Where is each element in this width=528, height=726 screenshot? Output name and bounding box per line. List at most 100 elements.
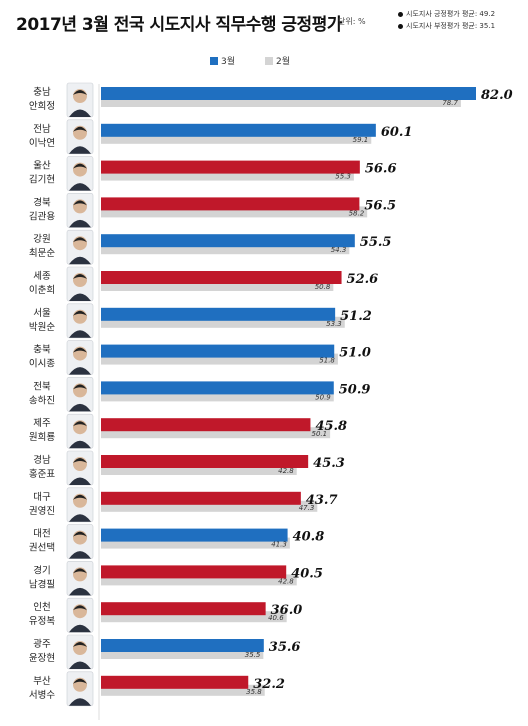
march-value-label: 82.0 xyxy=(481,88,513,103)
bar-feb xyxy=(101,648,264,659)
avg-positive: 시도지사 긍정평가 평균: 49.2 xyxy=(406,10,496,18)
feb-value-label: 58.2 xyxy=(349,209,365,217)
governor-name-label: 안희정 xyxy=(29,101,55,112)
avatar-hair xyxy=(73,274,87,279)
feb-value-label: 53.3 xyxy=(326,320,342,328)
feb-value-label: 50.1 xyxy=(312,430,328,438)
feb-value-label: 42.8 xyxy=(278,467,294,475)
region-label: 세종 xyxy=(33,271,51,282)
bar-feb xyxy=(101,243,350,255)
legend-item-march: 3월 xyxy=(210,54,235,67)
bar-march xyxy=(101,160,360,174)
legend-swatch-march xyxy=(210,56,218,65)
feb-value-label: 78.7 xyxy=(442,99,458,107)
governor-name-label: 김기현 xyxy=(29,174,55,186)
legend-swatch-feb xyxy=(265,56,274,65)
feb-value-label: 47.3 xyxy=(299,504,315,512)
governor-name-label: 이춘희 xyxy=(29,285,55,296)
march-value-label: 56.6 xyxy=(365,162,397,177)
bar-feb xyxy=(101,353,338,365)
avatar-body xyxy=(69,146,91,154)
bar-feb xyxy=(101,169,354,181)
region-label: 대전 xyxy=(33,529,50,540)
avatar-body xyxy=(69,183,91,191)
governor-name-label: 서병수 xyxy=(29,690,55,701)
bar-march xyxy=(101,271,342,284)
avatar-body xyxy=(69,551,91,559)
avatar-body xyxy=(69,514,91,522)
bar-march xyxy=(101,455,309,468)
feb-value-label: 35.5 xyxy=(245,651,261,659)
feb-value-label: 41.3 xyxy=(271,541,287,549)
bar-march xyxy=(101,87,476,100)
avatar-body xyxy=(69,661,91,669)
governor-name-label: 이낙연 xyxy=(29,138,55,149)
governor-name-label: 송하진 xyxy=(29,394,55,406)
bar-feb xyxy=(101,96,461,107)
march-value-label: 45.8 xyxy=(315,419,347,434)
avatar-hair xyxy=(73,605,87,611)
unit-label: 단위: % xyxy=(338,17,366,26)
governor-name-label: 김관용 xyxy=(29,210,55,222)
bar-march xyxy=(101,307,336,321)
region-label: 광주 xyxy=(33,638,51,650)
avatar-hair xyxy=(73,126,87,132)
avatar-hair xyxy=(73,642,87,647)
avatar-hair xyxy=(73,678,87,684)
march-value-label: 43.7 xyxy=(306,493,338,508)
governor-name-label: 윤장현 xyxy=(29,653,55,664)
legend-item-feb: 2월 xyxy=(265,54,290,67)
chart-legend: 3월 2월 xyxy=(210,54,320,67)
legend-label-march: 3월 xyxy=(221,57,236,67)
avatar-hair xyxy=(73,458,87,463)
governor-name-label: 남경필 xyxy=(29,578,55,590)
avatar-body xyxy=(69,256,91,265)
march-value-label: 40.5 xyxy=(291,566,323,581)
avatar-hair xyxy=(73,421,87,427)
region-label: 전북 xyxy=(33,381,51,392)
march-value-label: 50.9 xyxy=(339,382,371,397)
avatar-body xyxy=(69,587,91,596)
bar-feb xyxy=(101,132,372,144)
march-value-label: 36.0 xyxy=(271,603,303,618)
governor-name-label: 최문순 xyxy=(29,248,55,259)
region-label: 서울 xyxy=(33,308,51,319)
bar-feb xyxy=(101,537,290,549)
feb-value-label: 59.1 xyxy=(353,136,369,144)
bar-feb xyxy=(101,574,297,586)
bullet-icon xyxy=(398,23,403,29)
region-label: 충남 xyxy=(33,87,51,98)
bar-march xyxy=(101,197,360,211)
feb-value-label: 40.6 xyxy=(268,614,284,622)
bar-march xyxy=(101,344,335,358)
march-value-label: 52.6 xyxy=(347,272,379,287)
bar-march xyxy=(101,528,288,542)
bar-feb xyxy=(101,611,287,623)
avatar-body xyxy=(69,624,91,633)
bar-march xyxy=(101,123,376,137)
avatar-hair xyxy=(73,347,87,353)
march-value-label: 32.2 xyxy=(253,677,285,692)
bar-feb xyxy=(101,500,318,512)
feb-value-label: 50.8 xyxy=(315,283,331,291)
avatar-body xyxy=(69,367,91,375)
bar-march xyxy=(101,234,355,248)
avatar-body xyxy=(69,440,91,449)
feb-value-label: 51.8 xyxy=(319,357,335,365)
avatar-body xyxy=(69,403,91,412)
governor-name-label: 권영진 xyxy=(29,505,55,517)
avatar-hair xyxy=(73,237,87,243)
avatar-hair xyxy=(73,163,87,169)
bullet-icon xyxy=(398,11,403,17)
governor-name-label: 이시종 xyxy=(29,359,55,370)
bar-feb xyxy=(101,427,331,439)
governor-name-label: 유정복 xyxy=(29,616,55,627)
march-value-label: 35.6 xyxy=(269,640,301,655)
avg-negative: 시도지사 부정평가 평균: 35.1 xyxy=(406,22,496,30)
avatar-body xyxy=(69,293,91,301)
region-label: 제주 xyxy=(33,418,51,429)
avatar-hair xyxy=(73,90,87,95)
region-label: 충북 xyxy=(33,345,51,356)
avatar-hair xyxy=(73,568,87,574)
avatar-hair xyxy=(73,494,87,500)
